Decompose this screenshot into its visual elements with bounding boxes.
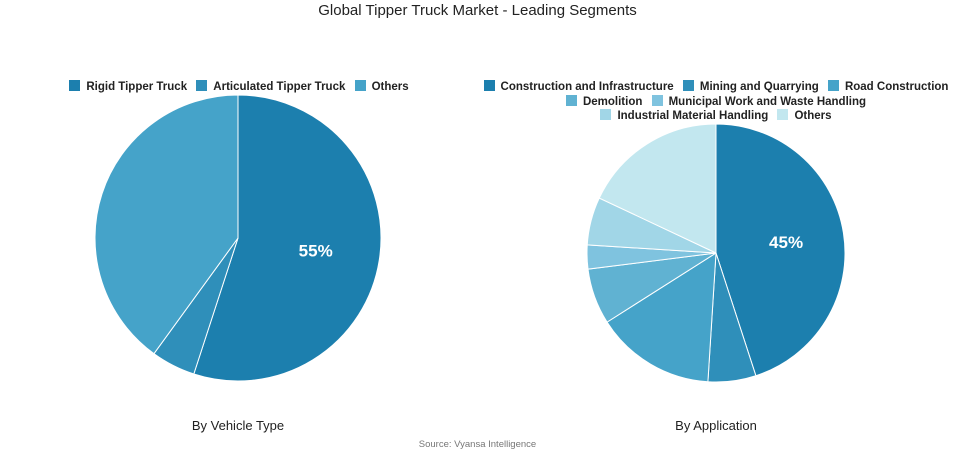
legend-item: Industrial Material Handling [600,109,768,124]
pie-slice [598,123,717,254]
legend-item: Others [354,80,409,95]
pie-slice [94,94,239,355]
legend-item: Demolition [565,94,643,110]
legend-label: Mining and Quarrying [699,81,819,93]
slice-data-label: 45% [769,233,803,252]
legend-swatch [483,80,495,91]
legend-label: Rigid Tipper Truck [86,81,188,93]
legend-swatch [354,80,366,91]
legend-swatch [651,94,663,106]
legend-label: Road Construction [844,81,949,93]
legend-item: Rigid Tipper Truck [69,80,187,95]
legend-item: Others [777,109,832,124]
legend-swatch [600,109,612,120]
pie-slice [193,94,382,382]
legend-swatch [196,80,208,91]
legend-vehicle-type: Rigid Tipper Truck Articulated Tipper Tr… [50,80,428,95]
legend-label: Articulated Tipper Truck [213,81,346,93]
legend-swatch [565,94,577,106]
legend-item: Municipal Work and Waste Handling [651,94,867,110]
legend-swatch [777,109,789,120]
legend-item: Road Construction [827,80,949,95]
caption-application: By Application [675,418,757,433]
caption-vehicle-type: By Vehicle Type [191,418,285,433]
pie-slice [606,252,717,383]
legend-label: Industrial Material Handling [617,110,769,122]
slice-data-label: 55% [299,241,333,260]
legend-label: Municipal Work and Waste Handling [668,95,867,108]
pie-slice [715,123,846,377]
legend-item: Mining and Quarrying [682,80,819,95]
legend-label: Others [371,81,409,93]
legend-swatch [682,80,694,91]
legend-item: Construction and Infrastructure [483,80,674,95]
chart-title: Global Tipper Truck Market - Leading Seg… [318,2,637,19]
legend-item: Articulated Tipper Truck [196,80,345,95]
legend-label: Demolition [582,95,643,108]
legend-label: Construction and Infrastructure [500,81,674,93]
legend-application: Construction and Infrastructure Mining a… [476,80,955,124]
legend-label: Others [794,110,832,122]
legend-swatch [69,80,81,91]
legend-swatch [827,80,839,91]
source-note: Source: Vyansa Intelligence [418,439,537,450]
